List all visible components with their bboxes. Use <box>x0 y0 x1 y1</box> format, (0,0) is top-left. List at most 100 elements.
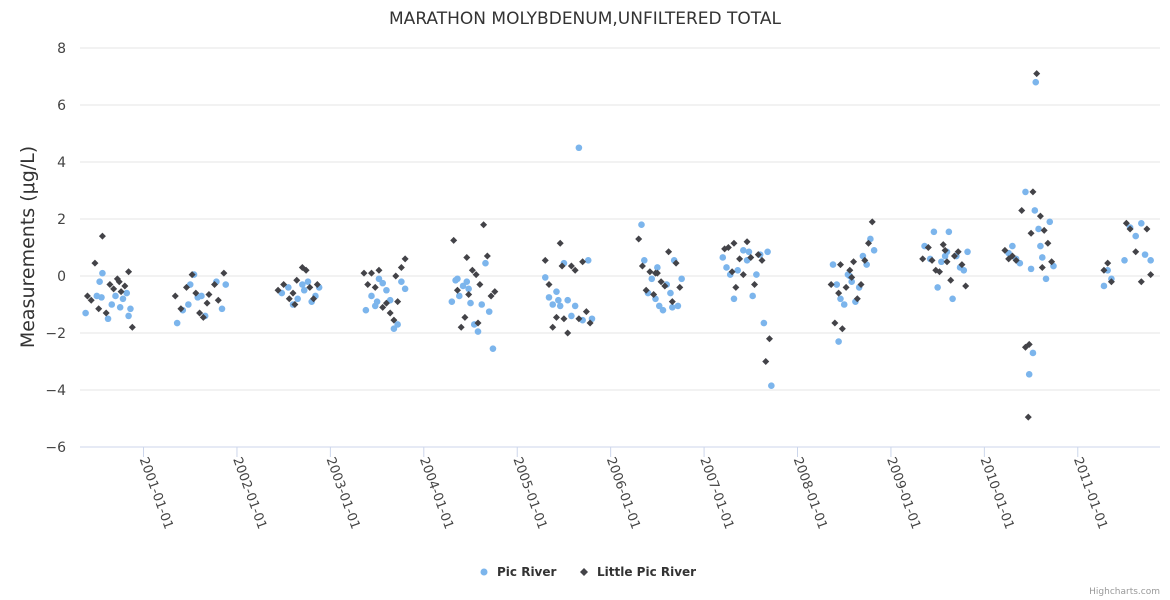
data-point[interactable] <box>728 268 736 276</box>
data-point[interactable] <box>379 279 386 287</box>
data-point[interactable] <box>480 221 488 229</box>
data-point[interactable] <box>1009 242 1016 250</box>
data-point[interactable] <box>91 259 99 267</box>
data-point[interactable] <box>222 281 230 288</box>
data-point[interactable] <box>188 271 196 279</box>
data-point[interactable] <box>556 302 564 310</box>
data-point[interactable] <box>304 278 312 286</box>
data-point[interactable] <box>1100 282 1108 290</box>
data-point[interactable] <box>579 258 587 266</box>
data-point[interactable] <box>375 266 383 274</box>
data-point[interactable] <box>655 302 663 310</box>
data-point[interactable] <box>476 281 484 289</box>
data-point[interactable] <box>487 292 495 300</box>
data-point[interactable] <box>110 285 118 293</box>
data-point[interactable] <box>1018 206 1026 214</box>
data-point[interactable] <box>364 281 372 289</box>
data-point[interactable] <box>1126 225 1134 233</box>
data-point[interactable] <box>300 286 308 294</box>
data-point[interactable] <box>745 248 753 256</box>
data-point[interactable] <box>119 295 127 303</box>
data-point[interactable] <box>638 221 645 228</box>
data-point[interactable] <box>465 285 472 293</box>
data-point[interactable] <box>106 281 114 289</box>
data-point[interactable] <box>99 269 106 277</box>
data-point[interactable] <box>1033 70 1041 78</box>
data-point[interactable] <box>459 282 467 290</box>
data-point[interactable] <box>642 286 650 294</box>
data-point[interactable] <box>196 309 204 317</box>
data-point[interactable] <box>758 256 766 264</box>
data-point[interactable] <box>457 323 465 331</box>
data-point[interactable] <box>398 278 405 286</box>
data-point[interactable] <box>584 257 592 264</box>
data-point[interactable] <box>294 295 301 303</box>
data-point[interactable] <box>674 302 682 310</box>
data-point[interactable] <box>1046 218 1054 226</box>
data-point[interactable] <box>98 294 105 301</box>
data-point[interactable] <box>939 241 947 249</box>
data-point[interactable] <box>575 144 583 152</box>
data-point[interactable] <box>549 323 557 331</box>
data-point[interactable] <box>853 295 861 303</box>
data-point[interactable] <box>82 309 89 317</box>
data-point[interactable] <box>545 281 553 289</box>
data-point[interactable] <box>638 262 646 270</box>
data-point[interactable] <box>177 305 185 313</box>
data-point[interactable] <box>450 236 458 244</box>
data-point[interactable] <box>555 296 562 304</box>
data-point[interactable] <box>185 301 192 308</box>
data-point[interactable] <box>394 298 402 306</box>
data-point[interactable] <box>868 218 876 226</box>
data-point[interactable] <box>291 301 299 308</box>
data-point[interactable] <box>203 299 211 307</box>
data-point[interactable] <box>1037 242 1044 250</box>
data-point[interactable] <box>762 358 770 365</box>
data-point[interactable] <box>657 278 665 286</box>
data-point[interactable] <box>289 289 297 297</box>
data-point[interactable] <box>274 286 282 294</box>
data-point[interactable] <box>360 269 368 277</box>
data-point[interactable] <box>958 261 966 269</box>
data-point[interactable] <box>478 301 486 308</box>
data-point[interactable] <box>98 232 106 240</box>
data-point[interactable] <box>943 258 951 266</box>
data-point[interactable] <box>205 291 213 299</box>
data-point[interactable] <box>489 345 497 352</box>
data-point[interactable] <box>571 302 579 310</box>
data-point[interactable] <box>760 319 768 327</box>
data-point[interactable] <box>661 282 669 290</box>
data-point[interactable] <box>665 248 673 256</box>
data-point[interactable] <box>1029 188 1037 196</box>
data-point[interactable] <box>379 303 387 311</box>
data-point[interactable] <box>857 281 865 289</box>
data-point[interactable] <box>1027 229 1035 237</box>
data-point[interactable] <box>1044 239 1052 247</box>
data-point[interactable] <box>672 259 680 267</box>
data-point[interactable] <box>117 288 125 296</box>
data-point[interactable] <box>941 246 949 254</box>
data-point[interactable] <box>127 305 134 313</box>
data-point[interactable] <box>739 271 747 279</box>
data-point[interactable] <box>467 299 474 307</box>
data-point[interactable] <box>567 262 575 270</box>
data-point[interactable] <box>640 257 648 264</box>
data-point[interactable] <box>938 258 945 266</box>
data-point[interactable] <box>1035 225 1042 233</box>
data-point[interactable] <box>556 239 564 247</box>
data-point[interactable] <box>919 255 927 263</box>
data-point[interactable] <box>95 305 103 313</box>
data-point[interactable] <box>575 315 583 323</box>
data-point[interactable] <box>108 301 116 308</box>
data-point[interactable] <box>125 312 132 320</box>
data-point[interactable] <box>676 283 684 291</box>
data-point[interactable] <box>1025 340 1033 348</box>
data-point[interactable] <box>362 306 370 314</box>
data-point[interactable] <box>461 313 469 321</box>
data-point[interactable] <box>104 315 112 323</box>
data-point[interactable] <box>764 248 771 256</box>
data-point[interactable] <box>838 325 846 333</box>
data-point[interactable] <box>558 262 566 270</box>
data-point[interactable] <box>483 252 491 260</box>
data-point[interactable] <box>541 274 549 281</box>
